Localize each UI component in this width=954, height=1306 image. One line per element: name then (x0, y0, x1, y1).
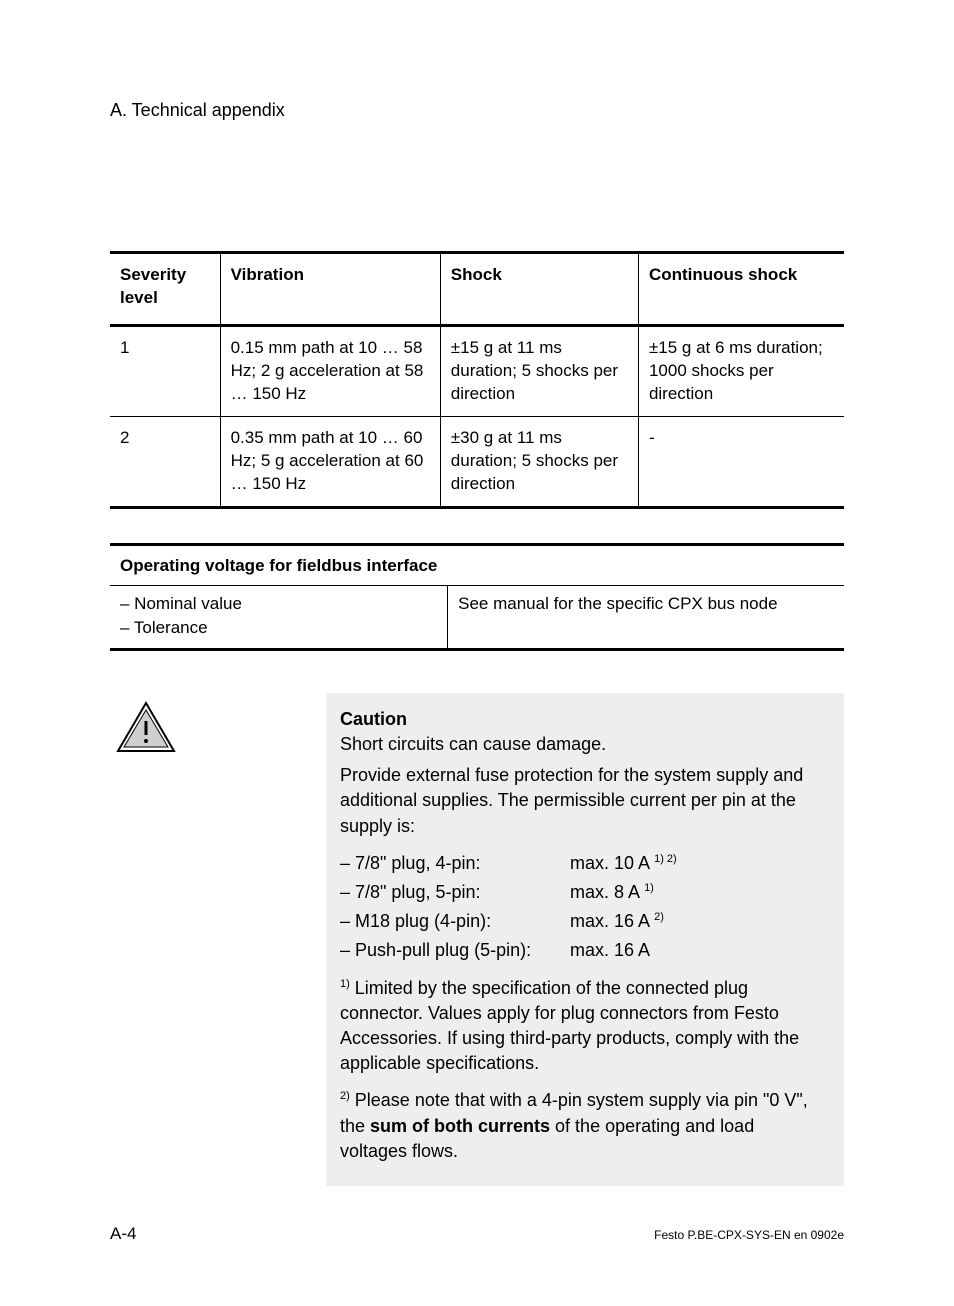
spec-label: – Push-pull plug (5-pin): (340, 938, 570, 963)
th-severity: Severity level (110, 253, 220, 326)
spec-value: max. 8 A 1) (570, 880, 822, 905)
th-continuous-shock: Continuous shock (638, 253, 844, 326)
severity-table: Severity level Vibration Shock Continuou… (110, 251, 844, 509)
op-voltage-header: Operating voltage for fieldbus interface (110, 544, 844, 586)
cell-continuous-shock: - (638, 416, 844, 507)
caution-line1: Short circuits can cause damage. (340, 734, 606, 754)
th-shock: Shock (440, 253, 638, 326)
cell-vibration: 0.15 mm path at 10 … 58 Hz; 2 g accelera… (220, 325, 440, 416)
spec-row: – Push-pull plug (5-pin): max. 16 A (340, 938, 822, 963)
footer-right: Festo P.BE-CPX-SYS-EN en 0902e (654, 1224, 844, 1244)
table-row: – Nominal value – Tolerance See manual f… (110, 586, 844, 650)
page-footer: A-4 Festo P.BE-CPX-SYS-EN en 0902e (110, 1224, 844, 1244)
cell-shock: ±15 g at 11 ms duration; 5 shocks per di… (440, 325, 638, 416)
th-vibration: Vibration (220, 253, 440, 326)
caution-note1: 1) Limited by the specification of the c… (340, 976, 822, 1077)
cell-level: 1 (110, 325, 220, 416)
table-row: 1 0.15 mm path at 10 … 58 Hz; 2 g accele… (110, 325, 844, 416)
spec-row: – 7/8" plug, 5-pin: max. 8 A 1) (340, 880, 822, 905)
caution-note2: 2) Please note that with a 4-pin system … (340, 1088, 822, 1164)
page: A. Technical appendix Severity level Vib… (0, 0, 954, 1306)
spec-label: – 7/8" plug, 4-pin: (340, 851, 570, 876)
caution-line2: Provide external fuse protection for the… (340, 763, 822, 839)
caution-box: Caution Short circuits can cause damage.… (326, 693, 844, 1186)
spec-label: – 7/8" plug, 5-pin: (340, 880, 570, 905)
table-row: 2 0.35 mm path at 10 … 60 Hz; 5 g accele… (110, 416, 844, 507)
op-left-cell: – Nominal value – Tolerance (110, 586, 448, 650)
op-voltage-table: Operating voltage for fieldbus interface… (110, 543, 844, 651)
warning-triangle-icon (116, 701, 176, 753)
op-right-cell: See manual for the specific CPX bus node (448, 586, 844, 650)
spec-value: max. 16 A 2) (570, 909, 822, 934)
cell-level: 2 (110, 416, 220, 507)
footer-left: A-4 (110, 1224, 136, 1244)
caution-icon-col (110, 693, 326, 758)
spec-value: max. 10 A 1) 2) (570, 851, 822, 876)
op-item: – Tolerance (120, 616, 437, 640)
spec-value: max. 16 A (570, 938, 822, 963)
spec-row: – M18 plug (4-pin): max. 16 A 2) (340, 909, 822, 934)
cell-continuous-shock: ±15 g at 6 ms duration; 1000 shocks per … (638, 325, 844, 416)
caution-block: Caution Short circuits can cause damage.… (110, 693, 844, 1186)
caution-title: Caution (340, 709, 407, 729)
cell-vibration: 0.35 mm path at 10 … 60 Hz; 5 g accelera… (220, 416, 440, 507)
spec-row: – 7/8" plug, 4-pin: max. 10 A 1) 2) (340, 851, 822, 876)
spec-label: – M18 plug (4-pin): (340, 909, 570, 934)
section-title: A. Technical appendix (110, 100, 844, 121)
cell-shock: ±30 g at 11 ms duration; 5 shocks per di… (440, 416, 638, 507)
op-item: – Nominal value (120, 592, 437, 616)
